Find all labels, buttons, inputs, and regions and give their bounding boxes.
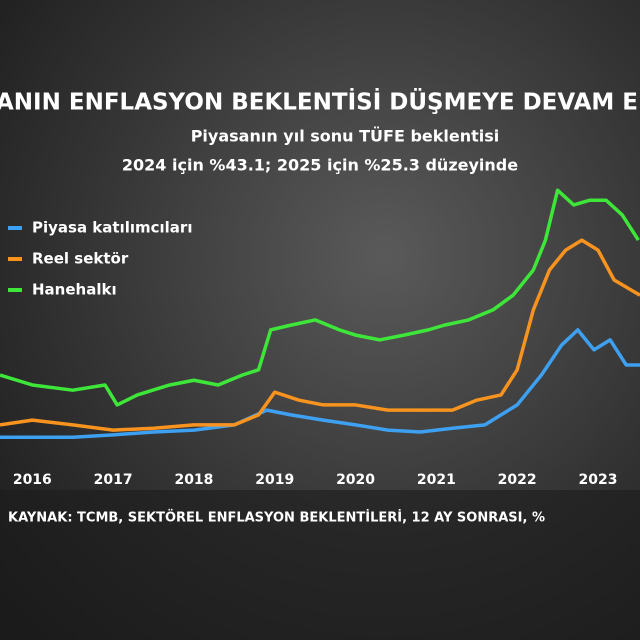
subtitle: 2024 için %43.1; 2025 için %25.3 düzeyin…: [122, 156, 518, 175]
legend-label: Hanehalkı: [32, 281, 117, 299]
x-tick-label: 2023: [578, 472, 617, 488]
series-line: [0, 328, 640, 439]
x-tick-label: 2016: [13, 472, 52, 488]
subtitle: Piyasanın yıl sonu TÜFE beklentisi: [191, 127, 500, 146]
background-shade: [0, 490, 640, 640]
legend-label: Piyasa katılımcıları: [32, 219, 192, 237]
series-line: [0, 188, 640, 407]
legend-label: Reel sektör: [32, 250, 129, 268]
x-tick-label: 2019: [255, 472, 294, 488]
x-tick-label: 2017: [94, 472, 133, 488]
series-line: [0, 238, 640, 432]
source: KAYNAK: TCMB, SEKTÖREL ENFLASYON BEKLENT…: [8, 510, 545, 526]
x-tick-label: 2022: [498, 472, 537, 488]
x-tick-label: 2021: [417, 472, 456, 488]
x-tick-label: 2020: [336, 472, 375, 488]
x-tick-label: 2018: [174, 472, 213, 488]
chart-title: ANIN ENFLASYON BEKLENTİSİ DÜŞMEYE DEVAM …: [0, 88, 638, 116]
